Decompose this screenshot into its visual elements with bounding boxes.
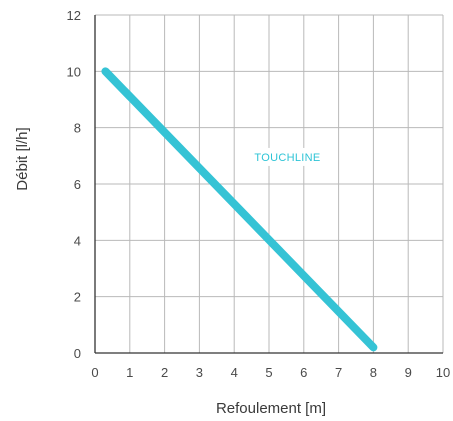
grid (94, 14, 444, 354)
axes (94, 15, 443, 354)
x-tick-label: 8 (370, 365, 377, 380)
series-label: TOUCHLINE (254, 152, 320, 164)
y-tick-label: 10 (67, 64, 81, 79)
x-tick-label: 1 (126, 365, 133, 380)
series-group (101, 67, 378, 352)
x-tick-label: 0 (91, 365, 98, 380)
series-label-background (248, 147, 327, 166)
x-tick-label: 6 (300, 365, 307, 380)
x-tick-label: 10 (436, 365, 450, 380)
y-tick-label: 4 (74, 233, 81, 248)
y-tick-label: 0 (74, 346, 81, 361)
x-tick-label: 7 (335, 365, 342, 380)
y-tick-label: 12 (67, 8, 81, 23)
x-tick-label: 4 (231, 365, 238, 380)
x-tick-label: 3 (196, 365, 203, 380)
x-tick-labels: 0 1 2 3 4 5 6 7 8 9 10 (91, 365, 450, 380)
series-line (101, 67, 378, 352)
x-tick-label: 2 (161, 365, 168, 380)
x-tick-label: 9 (405, 365, 412, 380)
y-tick-label: 6 (74, 177, 81, 192)
series-labels: TOUCHLINE (248, 147, 327, 166)
x-axis-title: Refoulement [m] (216, 400, 326, 417)
y-axis-title: Débit [l/h] (14, 127, 31, 190)
y-tick-label: 2 (74, 290, 81, 305)
x-tick-label: 5 (265, 365, 272, 380)
y-tick-label: 8 (74, 121, 81, 136)
y-tick-labels: 0 2 4 6 8 10 12 (67, 8, 81, 361)
